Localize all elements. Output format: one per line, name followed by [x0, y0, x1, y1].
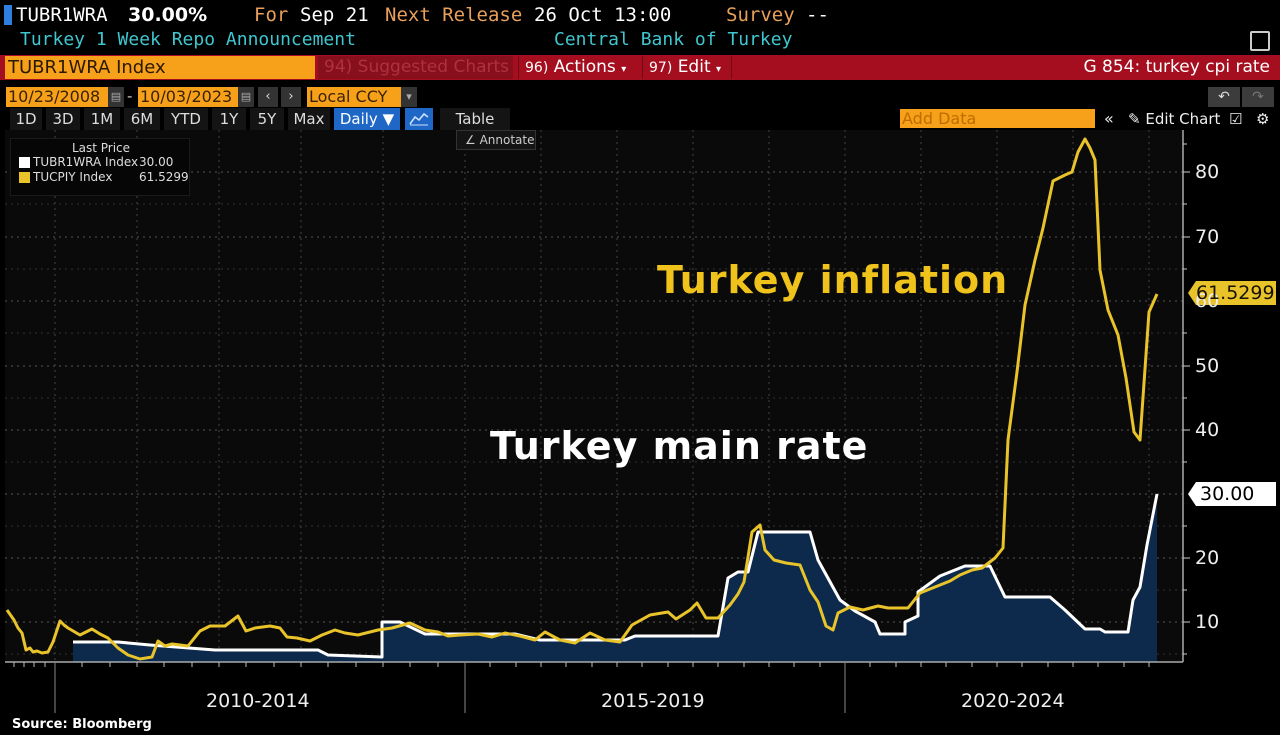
- survey-label: Survey: [726, 4, 795, 26]
- range-max[interactable]: Max: [288, 108, 330, 130]
- pencil-icon: ✎: [1128, 110, 1141, 128]
- date-range-bar: 10/23/2008 ▤ - 10/03/2023 ▤ ‹ › Local CC…: [0, 87, 1280, 107]
- range-5y[interactable]: 5Y: [250, 108, 284, 130]
- x-label-2020-2024: 2020-2024: [961, 690, 1065, 712]
- legend-swatch-white: [19, 157, 30, 168]
- for-label: For: [254, 4, 289, 26]
- range-3d[interactable]: 3D: [46, 108, 80, 130]
- range-toolbar: 1D 3D 1M 6M YTD 1Y 5Y Max Daily ▼ Table …: [0, 108, 1280, 130]
- start-date-input[interactable]: 10/23/2008: [6, 87, 108, 107]
- x-label-2010-2014: 2010-2014: [206, 690, 310, 712]
- y-tick-50: 50: [1195, 355, 1220, 377]
- legend-series-value: 61.5299: [139, 170, 189, 184]
- popout-window-icon[interactable]: [1250, 31, 1270, 51]
- legend-item-cpi[interactable]: TUCPIY Index 61.5299: [11, 170, 189, 185]
- x-label-2015-2019: 2015-2019: [601, 690, 705, 712]
- survey-value: --: [806, 4, 829, 26]
- range-ytd[interactable]: YTD: [164, 108, 208, 130]
- line-chart-icon[interactable]: [405, 108, 433, 130]
- annotate-label: Annotate: [479, 133, 535, 147]
- table-button[interactable]: Table: [440, 108, 510, 130]
- undo-icon[interactable]: ↶: [1208, 87, 1240, 107]
- legend-item-rate[interactable]: TUBR1WRA Index 30.00: [11, 155, 189, 170]
- ticker-marker: [4, 5, 12, 25]
- y-tick-40: 40: [1195, 419, 1220, 441]
- header-description-line: Turkey 1 Week Repo Announcement Central …: [0, 29, 1280, 53]
- rate-annotation: Turkey main rate: [490, 424, 869, 468]
- calendar-icon[interactable]: ▤: [238, 87, 254, 107]
- suggested-charts-button[interactable]: 94) Suggested Charts: [318, 56, 513, 79]
- edit-menu[interactable]: 97) Edit ▾: [642, 56, 732, 79]
- next-release-label: Next Release: [385, 4, 523, 26]
- gear-icon[interactable]: ⚙: [1256, 110, 1270, 128]
- legend-title: Last Price: [71, 141, 131, 155]
- range-1y[interactable]: 1Y: [212, 108, 246, 130]
- periodicity-select[interactable]: Daily ▼: [334, 108, 400, 130]
- collapse-icon[interactable]: «: [1104, 109, 1114, 128]
- chevron-down-icon: ▾: [621, 64, 627, 75]
- date-separator: -: [127, 87, 133, 105]
- chevron-down-icon: ▾: [716, 64, 722, 75]
- annotate-button[interactable]: ∠ Annotate: [456, 130, 536, 150]
- next-release-date: 26 Oct 13:00: [534, 4, 672, 26]
- header-quote-line: TUBR1WRA 30.00% For Sep 21 Next Release …: [0, 2, 1280, 28]
- redo-icon[interactable]: ↷: [1242, 87, 1274, 107]
- actions-menu[interactable]: 96) Actions ▾: [518, 56, 640, 79]
- checklist-icon[interactable]: ☑: [1229, 110, 1243, 128]
- source-note: Source: Bloomberg: [12, 717, 152, 732]
- legend-swatch-yellow: [19, 172, 30, 183]
- end-date-input[interactable]: 10/03/2023: [138, 87, 238, 107]
- source-organization: Central Bank of Turkey: [554, 29, 793, 50]
- chart-legend: Last Price TUBR1WRA Index 30.00 TUCPIY I…: [10, 138, 190, 196]
- edit-chart-button[interactable]: ✎ Edit Chart: [1128, 108, 1220, 130]
- actions-label: Actions: [553, 57, 616, 77]
- range-6m[interactable]: 6M: [124, 108, 160, 130]
- chart-svg: [5, 130, 1276, 713]
- edit-chart-label: Edit Chart: [1145, 110, 1221, 128]
- chevron-down-icon[interactable]: ▾: [401, 87, 417, 107]
- chart-area[interactable]: [0, 130, 1280, 735]
- annotate-icon: ∠: [465, 133, 476, 147]
- for-date: Sep 21: [300, 4, 369, 26]
- security-input[interactable]: TUBR1WRA Index: [5, 56, 315, 79]
- add-data-input[interactable]: Add Data: [900, 109, 1095, 128]
- y-tick-20: 20: [1195, 547, 1220, 569]
- y-tick-80: 80: [1195, 161, 1220, 183]
- cpi-last-value-tag: 61.5299: [1196, 282, 1275, 304]
- inflation-annotation: Turkey inflation: [657, 258, 1009, 302]
- range-1d[interactable]: 1D: [10, 108, 42, 130]
- rate-last-value-tag: 30.00: [1200, 483, 1255, 505]
- last-value: 30.00%: [128, 4, 208, 26]
- legend-series-name: TUBR1WRA Index: [33, 155, 139, 169]
- actions-number: 96): [525, 60, 549, 76]
- calendar-icon[interactable]: ▤: [108, 87, 124, 107]
- command-toolbar: TUBR1WRA Index 94) Suggested Charts 96) …: [0, 55, 1280, 80]
- edit-number: 97): [649, 60, 673, 76]
- y-tick-70: 70: [1195, 226, 1220, 248]
- security-description: Turkey 1 Week Repo Announcement: [20, 29, 356, 50]
- ticker: TUBR1WRA: [16, 4, 108, 26]
- next-period-button[interactable]: ›: [281, 87, 301, 107]
- legend-series-value: 30.00: [139, 155, 174, 169]
- y-tick-60: 60: [1195, 290, 1220, 312]
- range-1m[interactable]: 1M: [84, 108, 120, 130]
- y-tick-10: 10: [1195, 611, 1220, 633]
- previous-period-button[interactable]: ‹: [258, 87, 278, 107]
- edit-label: Edit: [677, 57, 711, 77]
- function-title: G 854: turkey cpi rate: [1083, 57, 1270, 77]
- legend-series-name: TUCPIY Index: [33, 170, 113, 184]
- currency-select[interactable]: Local CCY: [307, 87, 401, 107]
